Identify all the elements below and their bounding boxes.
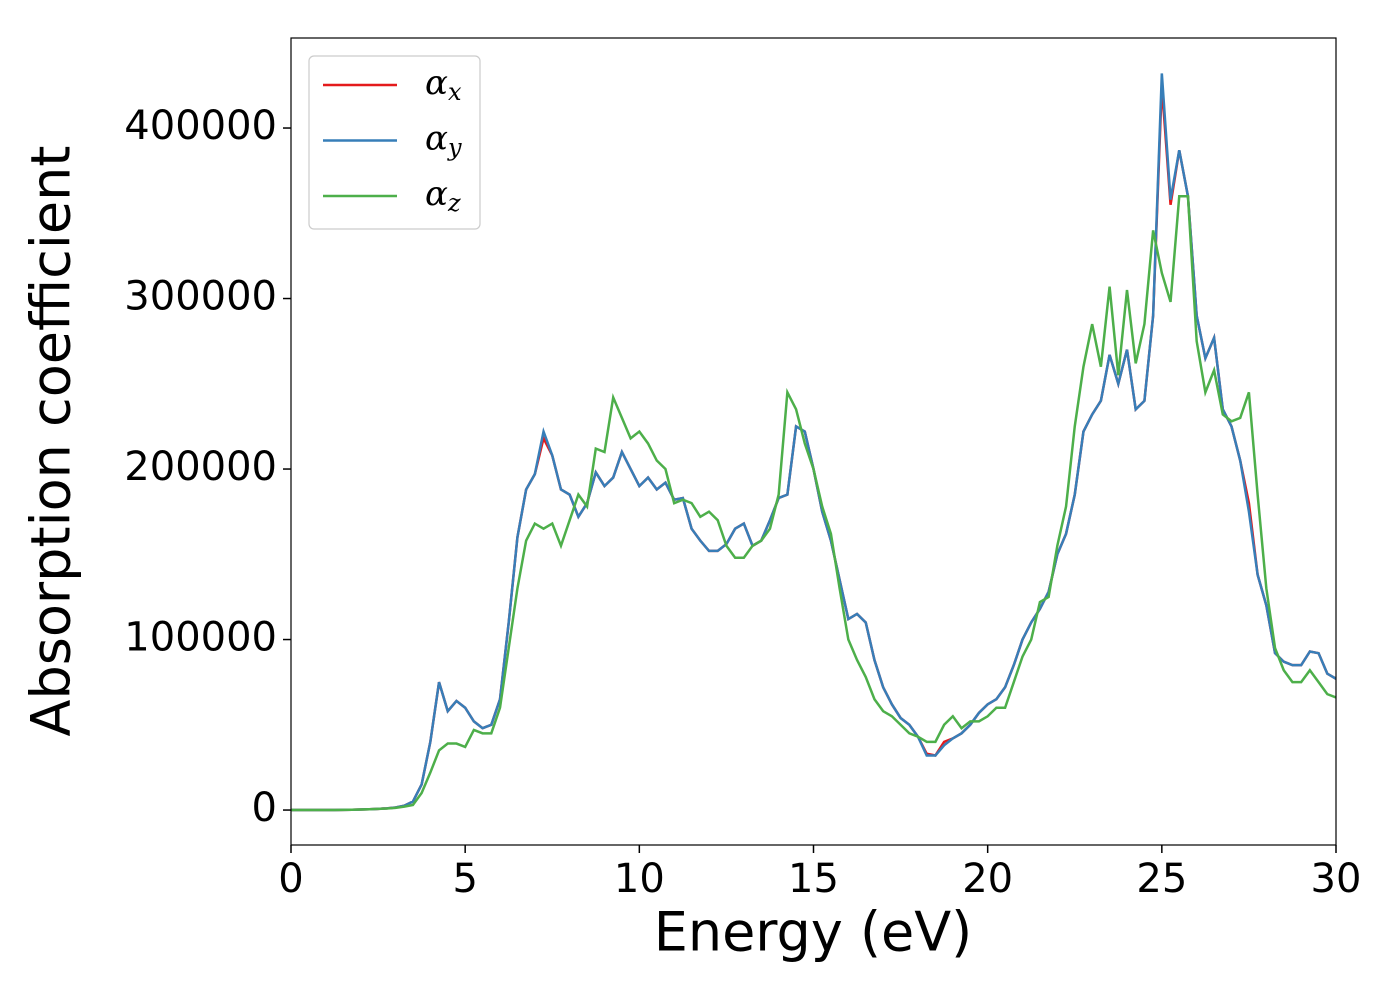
y-tick-label: 0 — [252, 785, 277, 831]
x-axis-label: Energy (eV) — [654, 901, 973, 964]
line-series — [291, 194, 1336, 812]
y-tick-label: 100000 — [124, 615, 277, 661]
x-tick-label: 0 — [278, 856, 303, 902]
x-tick-label: 20 — [962, 856, 1013, 902]
y-tick-label: 200000 — [124, 444, 277, 490]
x-tick-label: 30 — [1311, 856, 1362, 902]
x-tick-label: 15 — [788, 856, 839, 902]
plot-frame — [290, 37, 1337, 846]
x-tick-label: 10 — [614, 856, 665, 902]
x-tick-label: 25 — [1136, 856, 1187, 902]
legend-box — [308, 55, 481, 230]
y-tick-label: 300000 — [124, 274, 277, 320]
x-tick-label: 5 — [452, 856, 477, 902]
y-tick-label: 400000 — [124, 103, 277, 149]
y-axis-label: Absorption coefficient — [20, 146, 83, 737]
